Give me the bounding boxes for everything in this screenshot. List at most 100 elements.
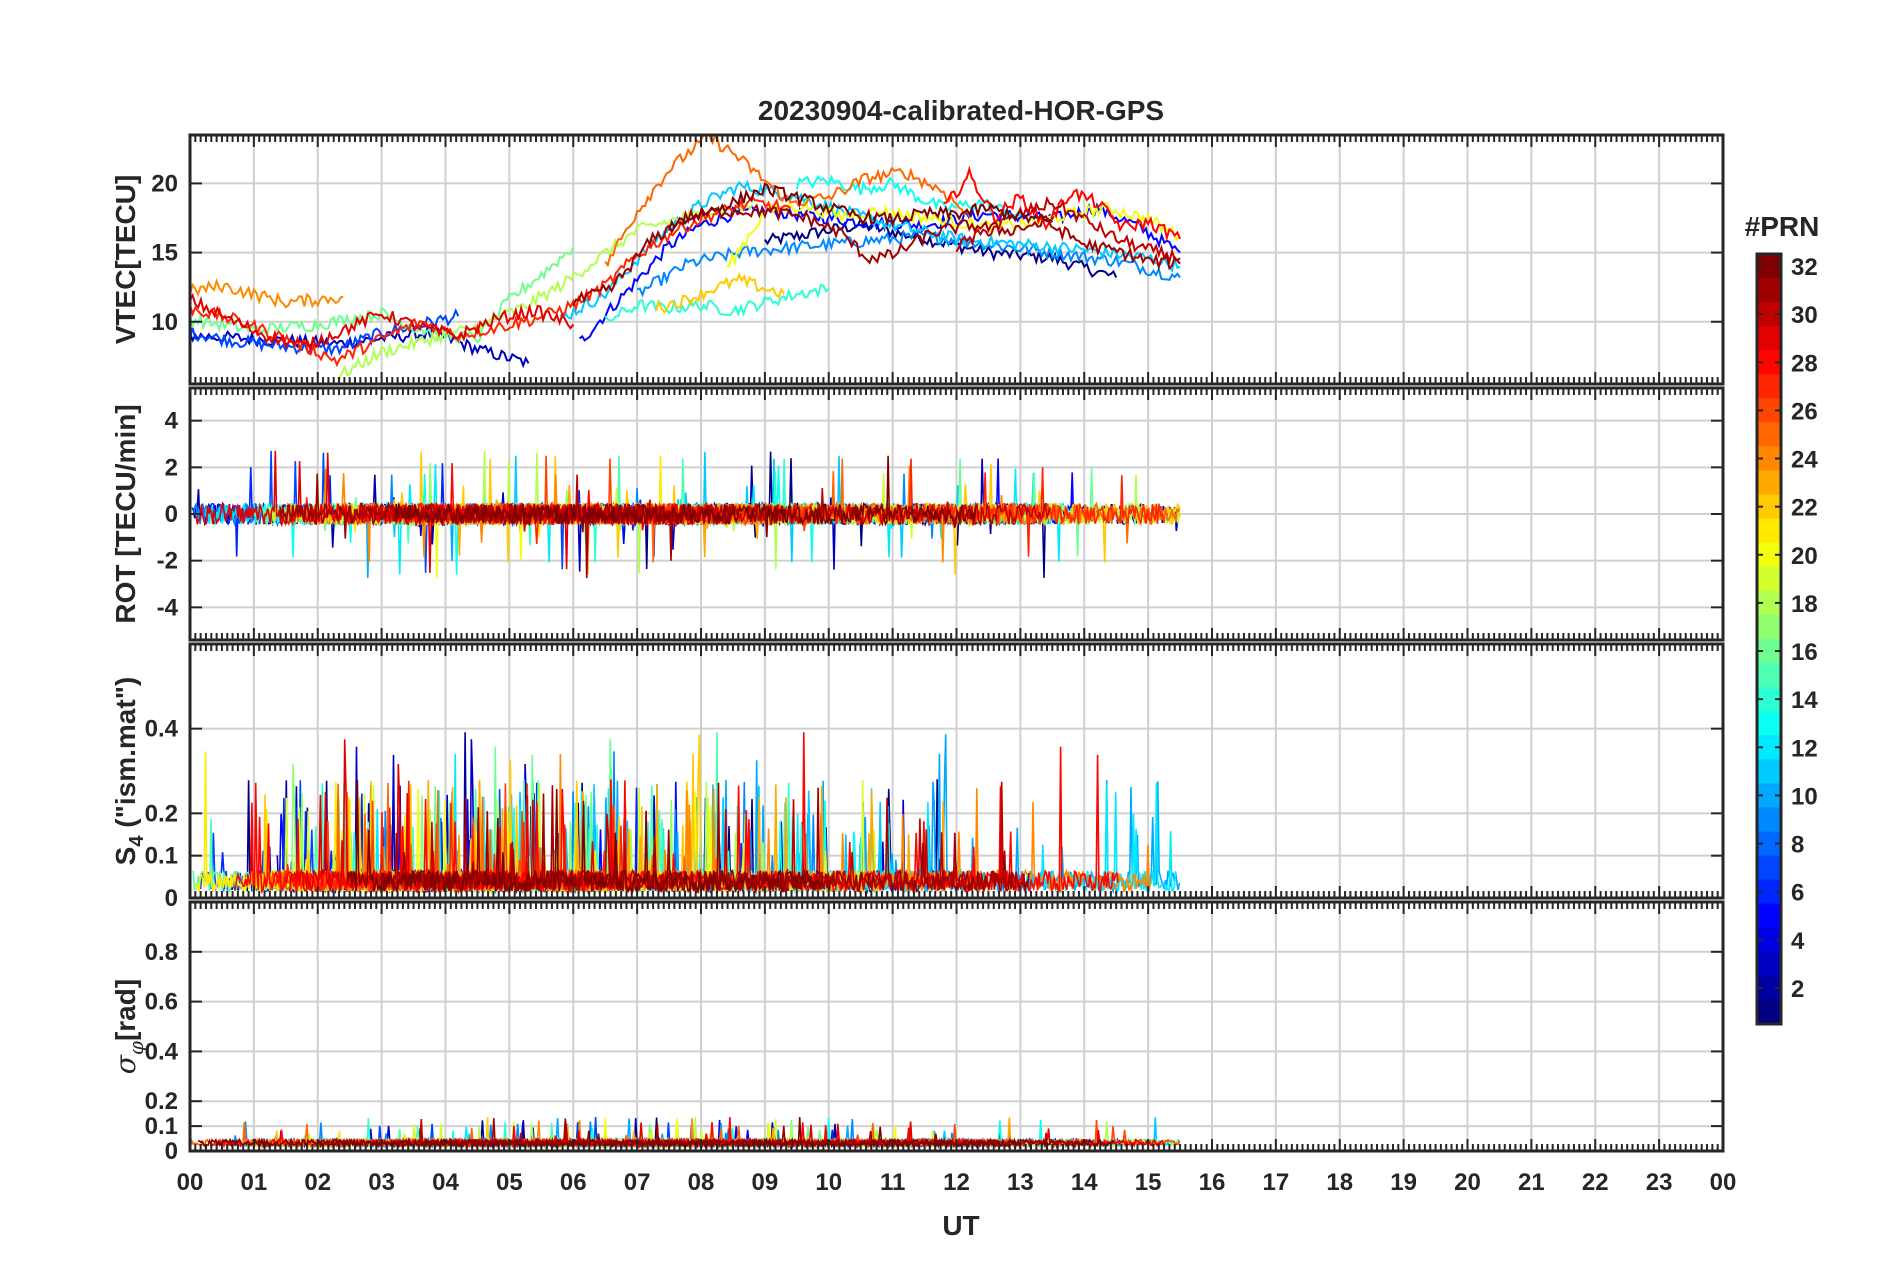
axes-frame xyxy=(188,386,1725,642)
colorbar-tick-label: 12 xyxy=(1791,735,1818,762)
vtec-prn-24 xyxy=(190,277,344,309)
y-tick-label: -2 xyxy=(157,548,178,575)
y-tick-label: 0.2 xyxy=(145,1088,178,1115)
colorbar-swatch xyxy=(1757,903,1781,929)
x-tick-label: 18 xyxy=(1326,1169,1353,1196)
colorbar-swatch xyxy=(1757,759,1781,784)
x-tick-label: 00 xyxy=(177,1169,204,1196)
y-axis-label: σφ[rad] xyxy=(109,979,148,1074)
series-prn-30 xyxy=(381,781,1013,894)
x-tick-label: 20 xyxy=(1454,1169,1481,1196)
colorbar-tick-label: 30 xyxy=(1791,302,1818,329)
x-tick-label: 23 xyxy=(1646,1169,1673,1196)
colorbar-tick-label: 2 xyxy=(1791,976,1804,1003)
x-tick-label: 21 xyxy=(1518,1169,1545,1196)
vtec-prn-30 xyxy=(955,195,1181,266)
colorbar-tick-label: 32 xyxy=(1791,254,1818,281)
grid xyxy=(190,902,1723,1152)
grid xyxy=(190,135,1723,384)
vtec-prn-9 xyxy=(636,229,1181,298)
x-tick-label: 02 xyxy=(304,1169,331,1196)
x-tick-label: 09 xyxy=(752,1169,779,1196)
axes-frame xyxy=(188,642,1725,900)
series-prn-32 xyxy=(346,780,824,895)
y-tick-label: 0.8 xyxy=(145,939,178,966)
panel-3: 0 0.1 0.2 0.4S4 ("ism.mat") xyxy=(110,642,1725,912)
colorbar-swatch xyxy=(1757,807,1781,833)
colorbar-swatch xyxy=(1757,951,1781,977)
colorbar-swatch xyxy=(1757,566,1781,592)
x-tick-label: 11 xyxy=(880,1169,905,1196)
colorbar-swatch xyxy=(1757,663,1781,688)
vtec-prn-20 xyxy=(726,199,1181,268)
colorbar-tick-label: 10 xyxy=(1791,783,1818,810)
series-group xyxy=(192,732,1181,895)
colorbar-swatch xyxy=(1757,470,1781,496)
series-prn-32 xyxy=(394,455,978,538)
x-tick-label: 19 xyxy=(1390,1169,1417,1196)
colorbar-swatch xyxy=(1757,999,1781,1025)
colorbar-label: #PRN xyxy=(1745,211,1820,242)
vtec-prn-16 xyxy=(190,246,575,345)
y-tick-label: 20 xyxy=(151,170,178,197)
colorbar-swatch xyxy=(1757,518,1781,544)
colorbar-tick-label: 18 xyxy=(1791,591,1818,618)
vtec-prn-29 xyxy=(190,292,575,354)
axes-frame xyxy=(188,133,1725,386)
x-tick-label: 05 xyxy=(496,1169,523,1196)
x-tick-label: 16 xyxy=(1199,1169,1226,1196)
colorbar-tick-label: 6 xyxy=(1791,880,1804,907)
panel-2: -4 -2 0 2 4 ROT [TECU/min] xyxy=(110,386,1725,642)
colorbar-tick-label: 22 xyxy=(1791,495,1818,522)
y-axis-label: ROT [TECU/min] xyxy=(110,404,141,623)
y-tick-label: 0.4 xyxy=(145,716,179,743)
colorbar-swatch xyxy=(1757,278,1781,303)
x-axis-label: UT xyxy=(942,1210,979,1241)
x-tick-labels: 00 01 02 03 04 05 06 07 08 09 10 11 12 13 14 15 16 17 18 19… xyxy=(177,1169,1737,1196)
colorbar-tick-label: 16 xyxy=(1791,639,1818,666)
series-group xyxy=(190,135,1182,380)
x-tick-label: 07 xyxy=(624,1169,651,1196)
y-tick-label: -4 xyxy=(157,594,179,621)
colorbar-swatch xyxy=(1757,614,1781,640)
y-tick-label: 2 xyxy=(165,454,178,481)
x-tick-label: 08 xyxy=(688,1169,715,1196)
colorbar-tick-label: 14 xyxy=(1791,687,1818,714)
colorbar-swatch xyxy=(1757,422,1781,448)
x-tick-label: 04 xyxy=(432,1169,459,1196)
series-group xyxy=(191,450,1181,579)
vtec-prn-28 xyxy=(943,165,1182,242)
y-axis-label: S4 ("ism.mat") xyxy=(110,677,148,866)
panel-1: 10 15 20 VTEC[TECU] xyxy=(110,133,1725,386)
colorbar-tick-label: 20 xyxy=(1791,543,1818,570)
y-tick-label: 0.6 xyxy=(145,989,178,1016)
y-tick-label: 0.1 xyxy=(145,1113,178,1140)
x-tick-label: 12 xyxy=(943,1169,970,1196)
y-axis-label: VTEC[TECU] xyxy=(110,175,141,345)
colorbar-frame xyxy=(1755,252,1783,1026)
colorbar-swatch xyxy=(1757,374,1781,399)
y-tick-label: 0.1 xyxy=(145,843,178,870)
series-prn-5 xyxy=(367,458,1075,544)
x-tick-label: 00 xyxy=(1710,1169,1737,1196)
y-tick-label: 0.4 xyxy=(145,1038,179,1065)
y-tick-label: 10 xyxy=(151,309,178,336)
series-prn-29 xyxy=(195,450,693,573)
colorbar-tick-label: 4 xyxy=(1791,928,1805,955)
vtec-prn-32 xyxy=(668,182,1053,231)
x-tick-label: 22 xyxy=(1582,1169,1609,1196)
series-group xyxy=(190,1117,1181,1150)
grid xyxy=(190,644,1723,899)
vtec-prn-11 xyxy=(559,179,1181,320)
x-tick-label: 14 xyxy=(1071,1169,1098,1196)
panel-4: 00.10.2 0.4 0.6 0.8 σφ[rad] xyxy=(109,900,1725,1165)
y-tick-label: 4 xyxy=(165,408,179,435)
y-tick-label: 0 xyxy=(165,885,178,912)
x-tick-label: 03 xyxy=(368,1169,395,1196)
x-tick-label: 15 xyxy=(1135,1169,1162,1196)
colorbar-tick-label: 8 xyxy=(1791,832,1804,859)
y-tick-label: 0.2 xyxy=(145,800,178,827)
